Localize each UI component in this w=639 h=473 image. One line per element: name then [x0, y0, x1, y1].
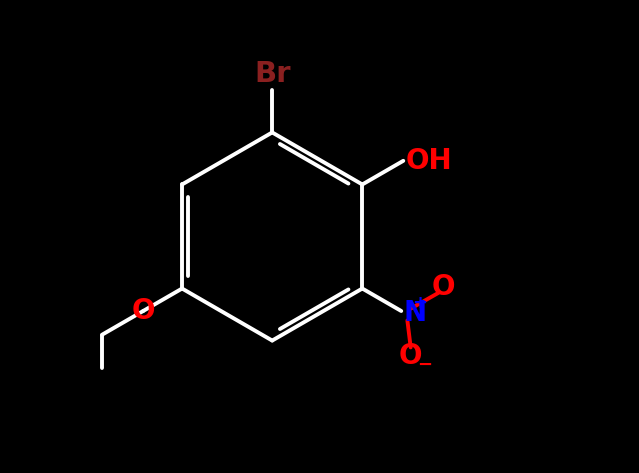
Text: Br: Br: [254, 60, 291, 88]
Text: O: O: [132, 297, 155, 325]
Text: −: −: [417, 356, 433, 375]
Text: N: N: [404, 299, 427, 327]
Text: OH: OH: [406, 147, 452, 175]
Text: +: +: [412, 294, 427, 312]
Text: O: O: [399, 342, 422, 370]
Text: O: O: [432, 273, 456, 301]
